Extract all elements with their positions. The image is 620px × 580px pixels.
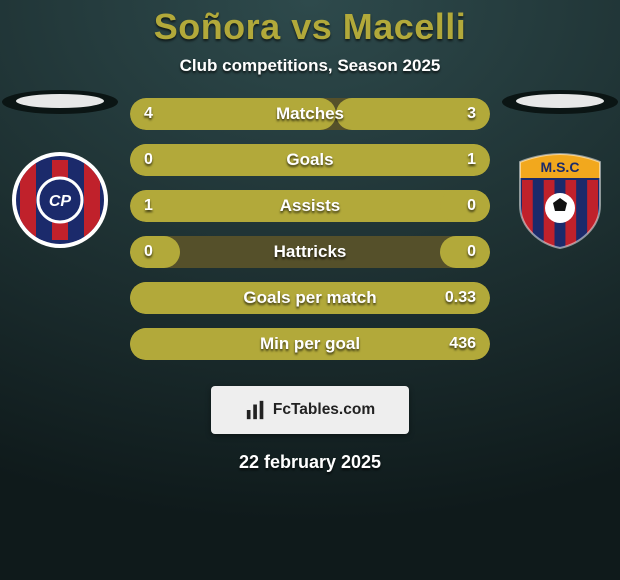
stat-bars: 43Matches 01Goals 10Assists 00Hattricks 0.33… bbox=[130, 98, 490, 360]
stat-row: 01Goals bbox=[130, 144, 490, 176]
left-player-column: CP bbox=[0, 86, 120, 250]
date-text: 22 february 2025 bbox=[239, 452, 381, 473]
stat-bar-track bbox=[130, 236, 490, 268]
stat-row: 436Min per goal bbox=[130, 328, 490, 360]
stat-bar-fill-right bbox=[130, 282, 490, 314]
svg-text:M.S.C: M.S.C bbox=[541, 159, 580, 175]
subtitle: Club competitions, Season 2025 bbox=[180, 56, 441, 76]
stat-bar-fill-right bbox=[130, 144, 490, 176]
stat-bar-fill-right bbox=[130, 328, 490, 360]
stat-bar-fill-left bbox=[130, 190, 490, 222]
footer-block: FcTables.com 22 february 2025 bbox=[211, 360, 409, 473]
club-badge-right-icon: M.S.C bbox=[510, 150, 610, 250]
stat-bar-fill-left bbox=[130, 236, 180, 268]
stat-bar-fill-right bbox=[336, 98, 490, 130]
site-banner-text: FcTables.com bbox=[273, 401, 375, 419]
player-shadow-ellipse-left bbox=[0, 86, 120, 118]
stat-bar-fill-left bbox=[130, 98, 336, 130]
comparison-stage: CP M.S.C 43Matches 01Goals 10Assists 00Hatt… bbox=[0, 76, 620, 580]
svg-text:CP: CP bbox=[49, 193, 72, 210]
right-player-column: M.S.C bbox=[500, 86, 620, 250]
player-shadow-ellipse-right bbox=[500, 86, 620, 118]
stat-row: 43Matches bbox=[130, 98, 490, 130]
club-badge-left-icon: CP bbox=[10, 150, 110, 250]
content-root: Soñora vs Macelli Club competitions, Sea… bbox=[0, 0, 620, 580]
page-title: Soñora vs Macelli bbox=[154, 6, 467, 48]
stat-row: 10Assists bbox=[130, 190, 490, 222]
site-banner[interactable]: FcTables.com bbox=[211, 386, 409, 434]
stat-row: 00Hattricks bbox=[130, 236, 490, 268]
stat-bar-fill-right bbox=[440, 190, 490, 222]
chart-bars-icon bbox=[245, 399, 267, 421]
stat-bar-fill-right bbox=[440, 236, 490, 268]
stat-row: 0.33Goals per match bbox=[130, 282, 490, 314]
